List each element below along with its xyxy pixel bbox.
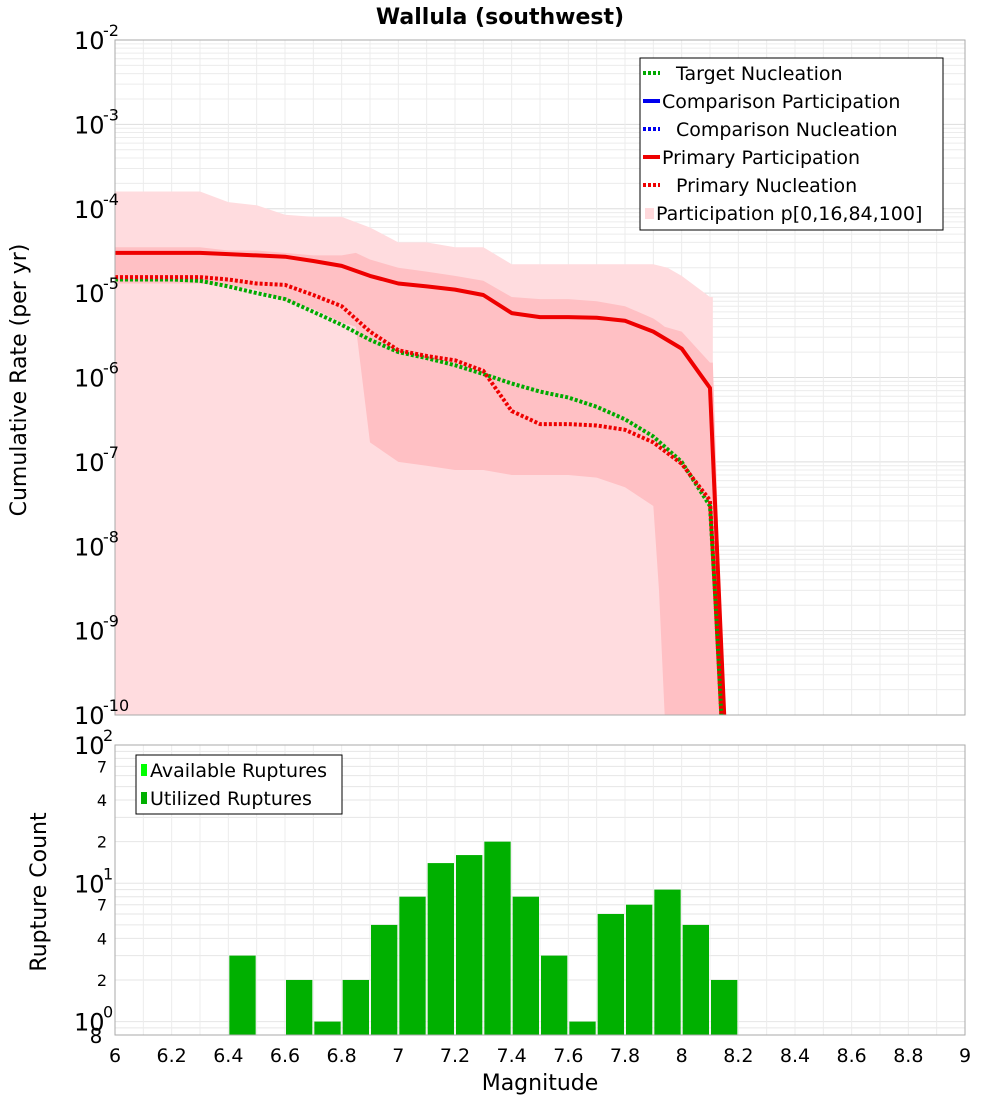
x-tick-label: 6.4 xyxy=(213,1045,243,1067)
x-tick-label: 9 xyxy=(959,1045,971,1067)
top-y-tick-label: 10 xyxy=(74,280,105,308)
bottom-y-tick-exponent: 0 xyxy=(103,1003,113,1022)
x-tick-label: 6.2 xyxy=(157,1045,187,1067)
x-tick-label: 8.4 xyxy=(780,1045,810,1067)
x-tick-label: 8.8 xyxy=(893,1045,923,1067)
rupture-bar xyxy=(229,955,256,1035)
top-y-tick-label: 10 xyxy=(74,618,105,646)
x-tick-label: 6 xyxy=(109,1045,121,1067)
rupture-bar xyxy=(711,979,738,1035)
chart-title: Wallula (southwest) xyxy=(376,5,624,30)
x-tick-label: 7.6 xyxy=(553,1045,583,1067)
legend-label: Available Ruptures xyxy=(150,760,327,782)
bottom-y-minor-label: 8 xyxy=(90,1024,103,1048)
legend-swatch xyxy=(645,208,654,219)
rupture-bar xyxy=(569,1021,596,1035)
rupture-bar xyxy=(286,979,313,1035)
x-tick-label: 7.2 xyxy=(440,1045,470,1067)
rupture-bar xyxy=(682,924,709,1035)
rupture-bar xyxy=(654,889,681,1035)
legend-label: Target Nucleation xyxy=(675,63,843,85)
series-primary-participation xyxy=(115,250,727,716)
rupture-bar xyxy=(342,979,369,1035)
x-tick-label: 7.8 xyxy=(610,1045,640,1067)
top-plot-frame xyxy=(114,39,966,716)
x-tick-label: 7.4 xyxy=(497,1045,527,1067)
x-tick-labels: 6 6.2 6.4 6.6 6.8 7 7.2 7.4 7.6 7.8 8 8.2 8.4 8.6 8.8 9 xyxy=(109,1045,971,1067)
top-y-axis-label: Cumulative Rate (per yr) xyxy=(7,244,32,517)
rupture-bar xyxy=(512,896,539,1035)
x-tick-label: 6.8 xyxy=(327,1045,357,1067)
top-y-tick-exponent: -5 xyxy=(103,274,119,293)
rupture-bar xyxy=(626,904,653,1035)
bottom-y-tick-label: 10 xyxy=(74,732,105,760)
bottom-y-tick-exponent: 2 xyxy=(103,726,113,745)
band-p16-p84 xyxy=(115,247,725,716)
legend-label: Comparison Participation xyxy=(662,91,900,113)
bottom-y-minor-label: 7 xyxy=(97,896,107,915)
x-tick-label: 8 xyxy=(676,1045,688,1067)
bottom-plot-frame xyxy=(114,744,966,1036)
legend-label: Participation p[0,16,84,100] xyxy=(656,203,922,225)
top-y-tick-exponent: -8 xyxy=(103,527,119,546)
x-tick-label: 8.6 xyxy=(837,1045,867,1067)
bottom-y-axis-label: Rupture Count xyxy=(27,812,52,972)
top-y-tick-exponent: -4 xyxy=(103,190,119,209)
rupture-bar xyxy=(541,955,568,1035)
cumulative-rate-plot: 10-210-310-410-510-610-710-810-910-10 Cu… xyxy=(7,21,966,730)
top-y-tick-labels: 10-210-310-410-510-610-710-810-910-10 xyxy=(74,21,129,730)
top-y-tick-exponent: -2 xyxy=(103,21,119,40)
bottom-y-minor-label: 4 xyxy=(97,791,107,810)
rupture-bar xyxy=(427,863,454,1035)
rupture-bar xyxy=(597,913,624,1035)
bottom-y-tick-label: 10 xyxy=(74,870,105,898)
series-target-nucleation xyxy=(115,277,724,716)
series-primary-nucleation xyxy=(115,275,724,716)
x-tick-label: 8.2 xyxy=(723,1045,753,1067)
top-y-tick-label: 10 xyxy=(74,449,105,477)
legend-swatch xyxy=(141,764,147,776)
top-y-tick-label: 10 xyxy=(74,702,105,730)
rupture-bars xyxy=(229,841,738,1035)
bottom-y-minor-label: 2 xyxy=(97,971,107,990)
top-y-tick-exponent: -3 xyxy=(103,105,119,124)
top-y-tick-label: 10 xyxy=(74,365,105,393)
bottom-y-tick-label: 10 xyxy=(74,1009,105,1037)
rupture-bar xyxy=(399,896,426,1035)
rate-series xyxy=(115,250,727,716)
x-tick-label: 7 xyxy=(392,1045,404,1067)
top-y-tick-label: 10 xyxy=(74,111,105,139)
top-y-tick-exponent: -7 xyxy=(103,443,119,462)
legend-label: Utilized Ruptures xyxy=(150,788,312,810)
bottom-y-minor-label: 2 xyxy=(97,833,107,852)
bottom-legend: Available Ruptures Utilized Ruptures xyxy=(135,754,343,815)
top-y-tick-exponent: -9 xyxy=(103,612,119,631)
top-y-tick-label: 10 xyxy=(74,533,105,561)
x-axis-label: Magnitude xyxy=(482,1071,599,1096)
top-y-tick-exponent: -10 xyxy=(103,696,129,715)
participation-bands xyxy=(115,191,725,716)
rupture-bar xyxy=(456,855,483,1035)
top-legend: Target Nucleation Comparison Participatio… xyxy=(639,57,944,231)
bottom-y-minor-label: 7 xyxy=(97,757,107,776)
top-y-tick-label: 10 xyxy=(74,27,105,55)
legend-label: Primary Nucleation xyxy=(676,175,857,197)
bottom-y-tick-exponent: 1 xyxy=(103,864,113,883)
legend-swatch xyxy=(141,792,147,804)
top-legend-box xyxy=(639,57,944,231)
rupture-bar xyxy=(314,1021,341,1035)
x-tick-label: 6.6 xyxy=(270,1045,300,1067)
legend-label: Comparison Nucleation xyxy=(676,119,898,141)
bottom-y-minor-label: 4 xyxy=(97,929,107,948)
rupture-bar xyxy=(371,924,398,1035)
top-y-tick-label: 10 xyxy=(74,196,105,224)
rupture-bar xyxy=(484,841,511,1035)
top-y-tick-exponent: -6 xyxy=(103,359,119,378)
bottom-legend-box xyxy=(135,754,343,815)
legend-label: Primary Participation xyxy=(662,147,860,169)
